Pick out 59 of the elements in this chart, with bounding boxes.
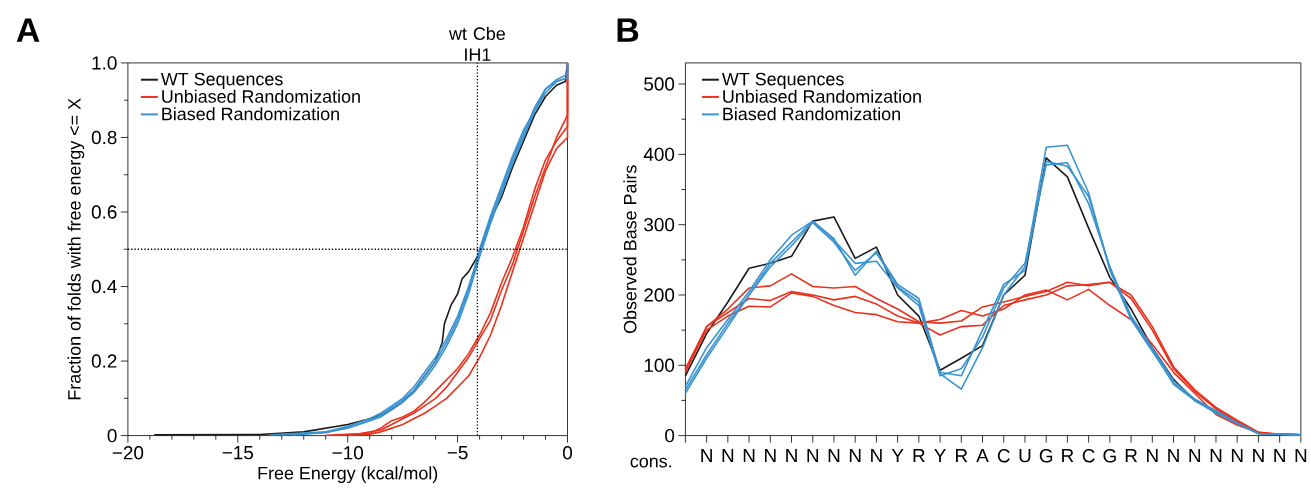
x-tick-label: N bbox=[1274, 449, 1285, 463]
x-tick-label: N bbox=[1253, 449, 1264, 463]
x-tick-label: N bbox=[1295, 449, 1307, 463]
y-tick-label: 0.4 bbox=[91, 280, 117, 294]
x-tick-label: N bbox=[1231, 449, 1243, 463]
legend-label: Unbiased Randomization bbox=[723, 89, 921, 104]
legend-label: Unbiased Randomization bbox=[162, 89, 360, 104]
x-tick-label: Y bbox=[934, 449, 946, 463]
legend-label: Biased Randomization bbox=[723, 107, 900, 121]
x-tick-label: C bbox=[1082, 449, 1095, 463]
legend-label: WT Sequences bbox=[160, 72, 283, 90]
y-tick-label: 0.2 bbox=[91, 354, 117, 368]
x-axis-title: cons. bbox=[630, 457, 672, 468]
text: A bbox=[16, 18, 40, 42]
x-tick-label: 0 bbox=[562, 446, 573, 460]
legend-label: Biased Randomization bbox=[162, 107, 339, 121]
y-tick-label: 100 bbox=[644, 358, 675, 373]
x-tick-label: R bbox=[956, 449, 968, 463]
x-tick-label: R bbox=[913, 449, 925, 463]
x-tick-label: N bbox=[1189, 449, 1201, 463]
y-axis-title: Observed Base Pairs bbox=[623, 165, 637, 334]
x-tick-label: N bbox=[807, 449, 819, 463]
x-tick-label: N bbox=[701, 449, 712, 463]
x-tick-label: A bbox=[976, 449, 989, 463]
y-tick-label: 300 bbox=[644, 218, 675, 232]
x-tick-label: N bbox=[786, 449, 797, 463]
x-tick-label: −15 bbox=[222, 446, 254, 460]
x-tick-label: N bbox=[765, 449, 776, 463]
x-tick-label: −20 bbox=[112, 446, 144, 460]
y-tick-label: 200 bbox=[644, 288, 675, 302]
y-tick-label: 0 bbox=[665, 429, 675, 443]
y-tick-label: 500 bbox=[644, 77, 675, 91]
x-tick-label: N bbox=[849, 449, 861, 463]
x-axis-title: Free Energy (kcal/mol) bbox=[258, 466, 438, 484]
y-tick-label: 0.6 bbox=[91, 205, 117, 219]
x-tick-label: N bbox=[1168, 449, 1179, 463]
y-tick-label: 0 bbox=[107, 429, 117, 443]
x-tick-label: R bbox=[1062, 449, 1074, 463]
ref-line-label: wt Cbe IH1 bbox=[448, 27, 505, 61]
x-tick-label: −10 bbox=[332, 446, 363, 460]
x-tick-label: N bbox=[1210, 449, 1222, 463]
x-tick-label: Y bbox=[891, 449, 904, 463]
x-tick-label: G bbox=[1103, 449, 1116, 463]
x-tick-label: N bbox=[722, 449, 734, 463]
x-tick-label: −5 bbox=[447, 446, 468, 460]
x-tick-label: G bbox=[1039, 449, 1053, 463]
y-tick-label: 1.0 bbox=[92, 56, 117, 70]
x-tick-label: N bbox=[743, 449, 755, 463]
x-tick-label: R bbox=[1125, 449, 1138, 463]
x-tick-label: N bbox=[871, 449, 882, 463]
y-axis-title: Fraction of folds with free energy <= X bbox=[67, 98, 85, 400]
text: B bbox=[617, 18, 639, 42]
x-tick-label: N bbox=[828, 449, 840, 463]
x-tick-label: C bbox=[997, 449, 1010, 463]
x-tick-label: U bbox=[1019, 449, 1031, 463]
y-tick-label: 400 bbox=[643, 147, 675, 162]
x-tick-label: N bbox=[1147, 449, 1158, 463]
legend-label: WT Sequences bbox=[721, 72, 844, 90]
y-tick-label: 0.8 bbox=[91, 130, 117, 145]
